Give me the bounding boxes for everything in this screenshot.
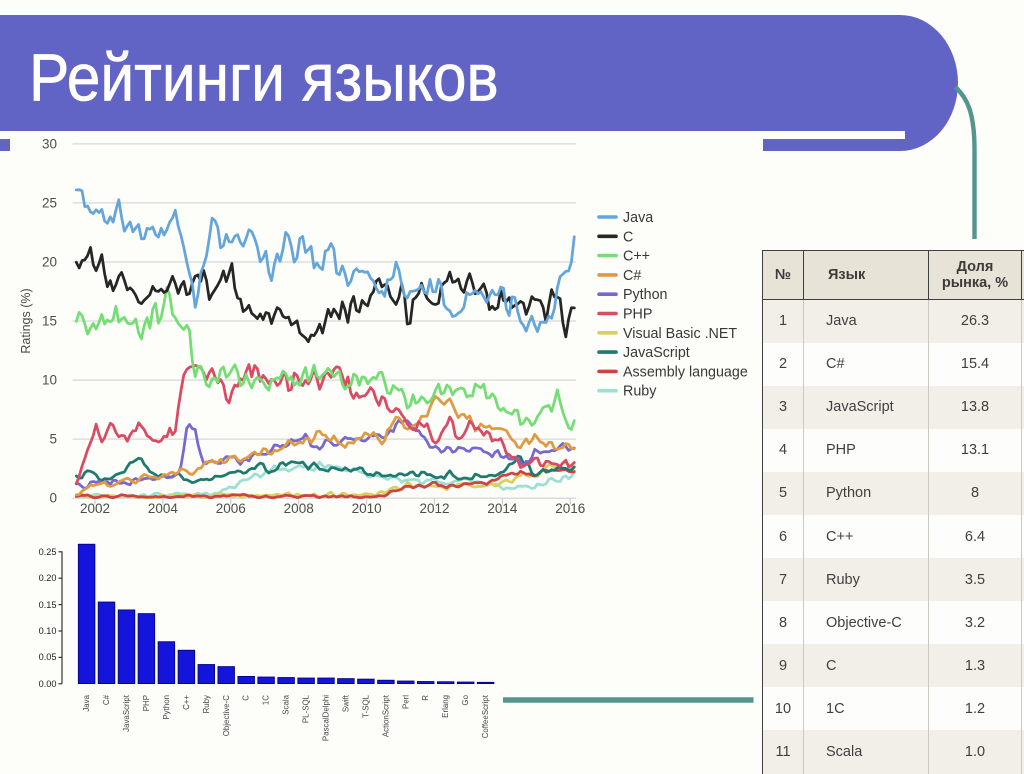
svg-text:Objective-C: Objective-C (222, 695, 231, 737)
svg-text:Swift: Swift (341, 694, 350, 712)
svg-text:PHP: PHP (623, 307, 652, 323)
svg-text:2012: 2012 (419, 501, 449, 516)
svg-text:2014: 2014 (487, 501, 518, 516)
svg-text:R: R (421, 695, 430, 701)
svg-text:ActionScript: ActionScript (381, 694, 390, 737)
svg-text:Ratings (%): Ratings (%) (19, 288, 33, 353)
svg-text:C#: C# (102, 694, 111, 705)
svg-text:Go: Go (461, 694, 470, 705)
svg-text:2010: 2010 (352, 501, 382, 516)
svg-text:Scala: Scala (282, 694, 291, 714)
svg-text:1C: 1C (262, 695, 271, 705)
svg-text:2002: 2002 (80, 501, 110, 516)
svg-text:C#: C# (623, 268, 641, 284)
svg-text:T-SQL: T-SQL (361, 694, 370, 717)
svg-text:2006: 2006 (216, 501, 246, 516)
svg-text:C++: C++ (623, 249, 650, 265)
svg-text:Erlang: Erlang (441, 695, 450, 718)
svg-text:0.25: 0.25 (39, 547, 57, 557)
svg-text:C++: C++ (182, 695, 191, 710)
svg-text:PL-SQL: PL-SQL (302, 694, 311, 723)
svg-text:15: 15 (42, 314, 57, 329)
svg-text:Python: Python (162, 695, 171, 720)
svg-text:10: 10 (42, 373, 57, 388)
svg-text:5: 5 (49, 432, 57, 447)
svg-text:2016: 2016 (555, 501, 585, 516)
svg-text:0.15: 0.15 (39, 600, 57, 610)
svg-text:30: 30 (42, 136, 57, 151)
svg-text:PascalDelphi: PascalDelphi (322, 695, 331, 741)
svg-text:Java: Java (82, 694, 91, 711)
svg-text:PHP: PHP (142, 695, 151, 711)
svg-text:0: 0 (49, 491, 57, 506)
svg-text:25: 25 (42, 195, 57, 210)
svg-text:Python: Python (623, 287, 668, 303)
svg-text:0.05: 0.05 (39, 652, 57, 662)
svg-text:C: C (623, 229, 633, 245)
svg-text:Ruby: Ruby (202, 695, 211, 713)
svg-text:Perl: Perl (401, 695, 410, 709)
svg-text:0.10: 0.10 (39, 626, 57, 636)
svg-text:Java: Java (623, 210, 653, 226)
svg-text:2004: 2004 (148, 501, 179, 516)
svg-text:0.20: 0.20 (39, 573, 57, 583)
svg-text:20: 20 (42, 255, 57, 270)
svg-text:JavaScript: JavaScript (122, 694, 131, 732)
svg-text:C: C (242, 695, 251, 701)
svg-text:JavaScript: JavaScript (623, 345, 690, 361)
svg-text:CoffeeScript: CoffeeScript (481, 694, 490, 738)
svg-text:Ruby: Ruby (623, 384, 657, 400)
svg-text:0.00: 0.00 (39, 679, 57, 689)
svg-text:Assembly language: Assembly language (623, 364, 748, 380)
svg-text:Visual Basic .NET: Visual Basic .NET (623, 326, 737, 342)
svg-text:2008: 2008 (284, 501, 314, 516)
